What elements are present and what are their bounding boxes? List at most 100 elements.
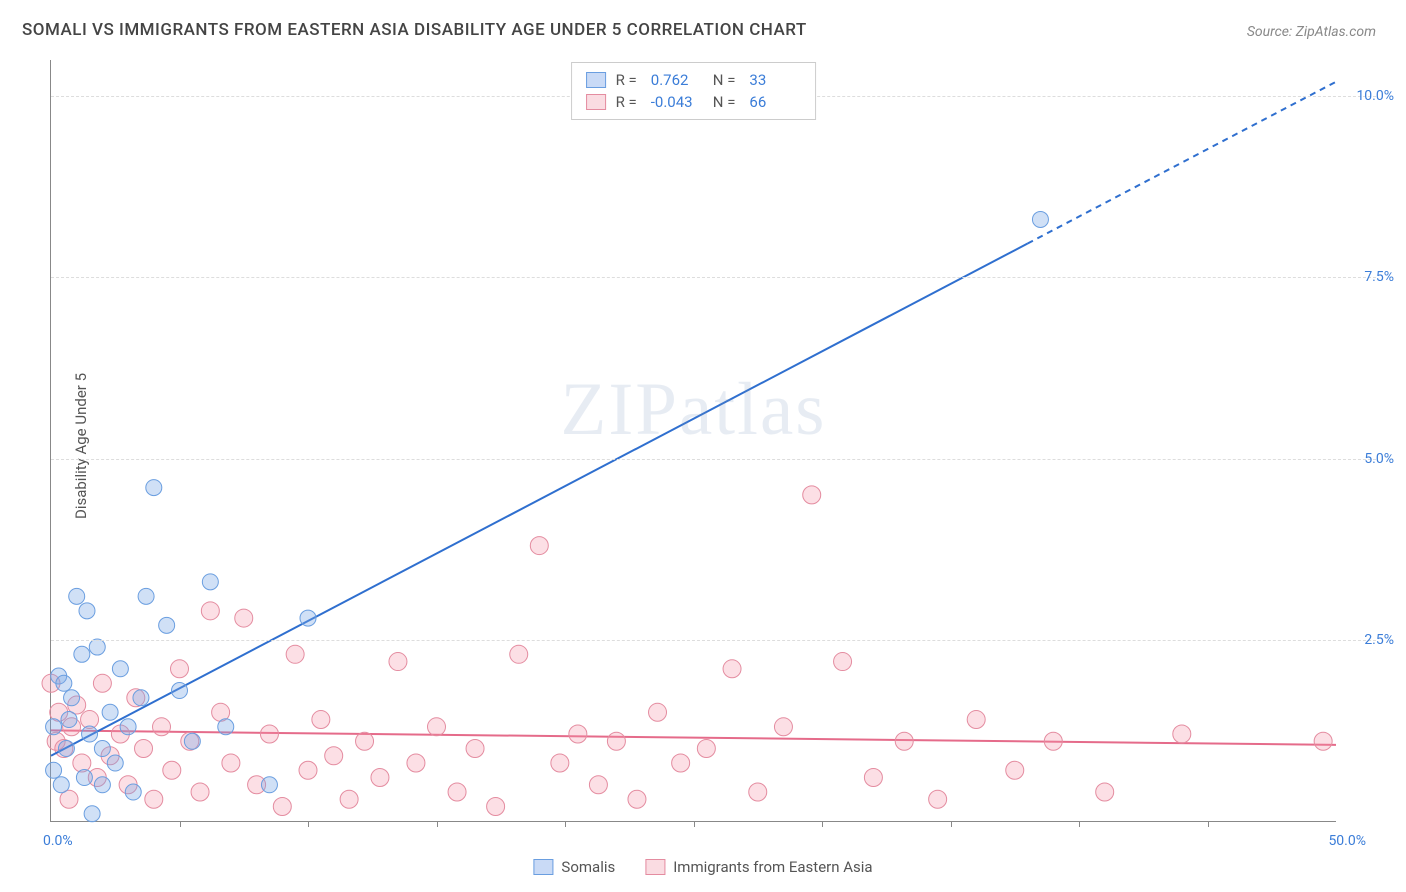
data-point: [607, 732, 625, 750]
n-label: N =: [713, 71, 736, 89]
data-point: [261, 777, 277, 793]
x-tick-mark: [1208, 821, 1209, 827]
data-point: [120, 719, 136, 735]
swatch-blue-icon: [533, 859, 553, 875]
data-point: [82, 726, 98, 742]
data-point: [407, 754, 425, 772]
data-point: [112, 661, 128, 677]
data-point: [58, 741, 74, 757]
data-point: [74, 646, 90, 662]
series-legend: Somalis Immigrants from Eastern Asia: [533, 858, 872, 876]
data-point: [107, 755, 123, 771]
correlation-legend: R = 0.762 N = 33 R = -0.043 N = 66: [571, 62, 817, 120]
data-point: [222, 754, 240, 772]
data-point: [201, 602, 219, 620]
legend-label: Somalis: [561, 858, 615, 876]
trend-line-extrapolated: [1028, 82, 1336, 244]
data-point: [356, 732, 374, 750]
x-tick-mark: [694, 821, 695, 827]
swatch-pink-icon: [586, 94, 606, 110]
data-point: [510, 645, 528, 663]
data-point: [371, 769, 389, 787]
data-point: [145, 790, 163, 808]
data-point: [133, 690, 149, 706]
data-point: [672, 754, 690, 772]
data-point: [649, 703, 667, 721]
trend-line: [51, 244, 1028, 756]
n-value-blue: 33: [749, 71, 801, 89]
y-tick-label: 2.5%: [1364, 632, 1394, 648]
data-point: [61, 712, 77, 728]
data-point: [967, 711, 985, 729]
data-point: [125, 784, 141, 800]
legend-label: Immigrants from Eastern Asia: [673, 858, 872, 876]
data-point: [202, 574, 218, 590]
data-point: [163, 761, 181, 779]
gridline: [51, 640, 1376, 641]
r-label: R =: [616, 71, 637, 89]
data-point: [428, 718, 446, 736]
swatch-pink-icon: [645, 859, 665, 875]
data-point: [466, 740, 484, 758]
data-point: [1314, 732, 1332, 750]
data-point: [102, 704, 118, 720]
legend-row-pink: R = -0.043 N = 66: [586, 91, 802, 113]
data-point: [312, 711, 330, 729]
data-point: [191, 783, 209, 801]
data-point: [73, 754, 91, 772]
data-point: [749, 783, 767, 801]
data-point: [569, 725, 587, 743]
r-value-pink: -0.043: [651, 93, 703, 111]
data-point: [325, 747, 343, 765]
gridline: [51, 277, 1376, 278]
data-point: [300, 610, 316, 626]
data-point: [135, 740, 153, 758]
data-point: [589, 776, 607, 794]
data-point: [1044, 732, 1062, 750]
n-value-pink: 66: [749, 93, 801, 111]
data-point: [184, 733, 200, 749]
chart-title: SOMALI VS IMMIGRANTS FROM EASTERN ASIA D…: [22, 20, 807, 40]
x-tick-mark: [437, 821, 438, 827]
x-tick-mark: [308, 821, 309, 827]
data-point: [235, 609, 253, 627]
x-tick-mark: [1079, 821, 1080, 827]
data-point: [1096, 783, 1114, 801]
data-point: [56, 675, 72, 691]
data-point: [93, 674, 111, 692]
data-point: [389, 653, 407, 671]
data-point: [79, 603, 95, 619]
data-point: [94, 777, 110, 793]
legend-item-somalis: Somalis: [533, 858, 615, 876]
data-point: [628, 790, 646, 808]
data-point: [46, 762, 62, 778]
data-point: [448, 783, 466, 801]
data-point: [774, 718, 792, 736]
data-point: [895, 732, 913, 750]
data-point: [1006, 761, 1024, 779]
data-point: [286, 645, 304, 663]
x-tick-mark: [822, 821, 823, 827]
data-point: [84, 806, 100, 822]
data-point: [530, 537, 548, 555]
data-point: [273, 798, 291, 816]
data-point: [89, 639, 105, 655]
data-point: [153, 718, 171, 736]
data-point: [53, 777, 69, 793]
data-point: [64, 690, 80, 706]
swatch-blue-icon: [586, 72, 606, 88]
data-point: [171, 660, 189, 678]
gridline: [51, 459, 1376, 460]
source-attribution: Source: ZipAtlas.com: [1247, 24, 1376, 40]
data-point: [340, 790, 358, 808]
r-value-blue: 0.762: [651, 71, 703, 89]
data-point: [551, 754, 569, 772]
data-point: [94, 741, 110, 757]
data-point: [172, 683, 188, 699]
data-point: [46, 719, 62, 735]
y-tick-label: 10.0%: [1356, 88, 1394, 104]
data-point: [803, 486, 821, 504]
plot-area: ZIPatlas R = 0.762 N = 33 R = -0.043 N =…: [50, 60, 1336, 822]
trend-line: [51, 730, 1336, 744]
x-tick-end: 50.0%: [1328, 833, 1366, 849]
